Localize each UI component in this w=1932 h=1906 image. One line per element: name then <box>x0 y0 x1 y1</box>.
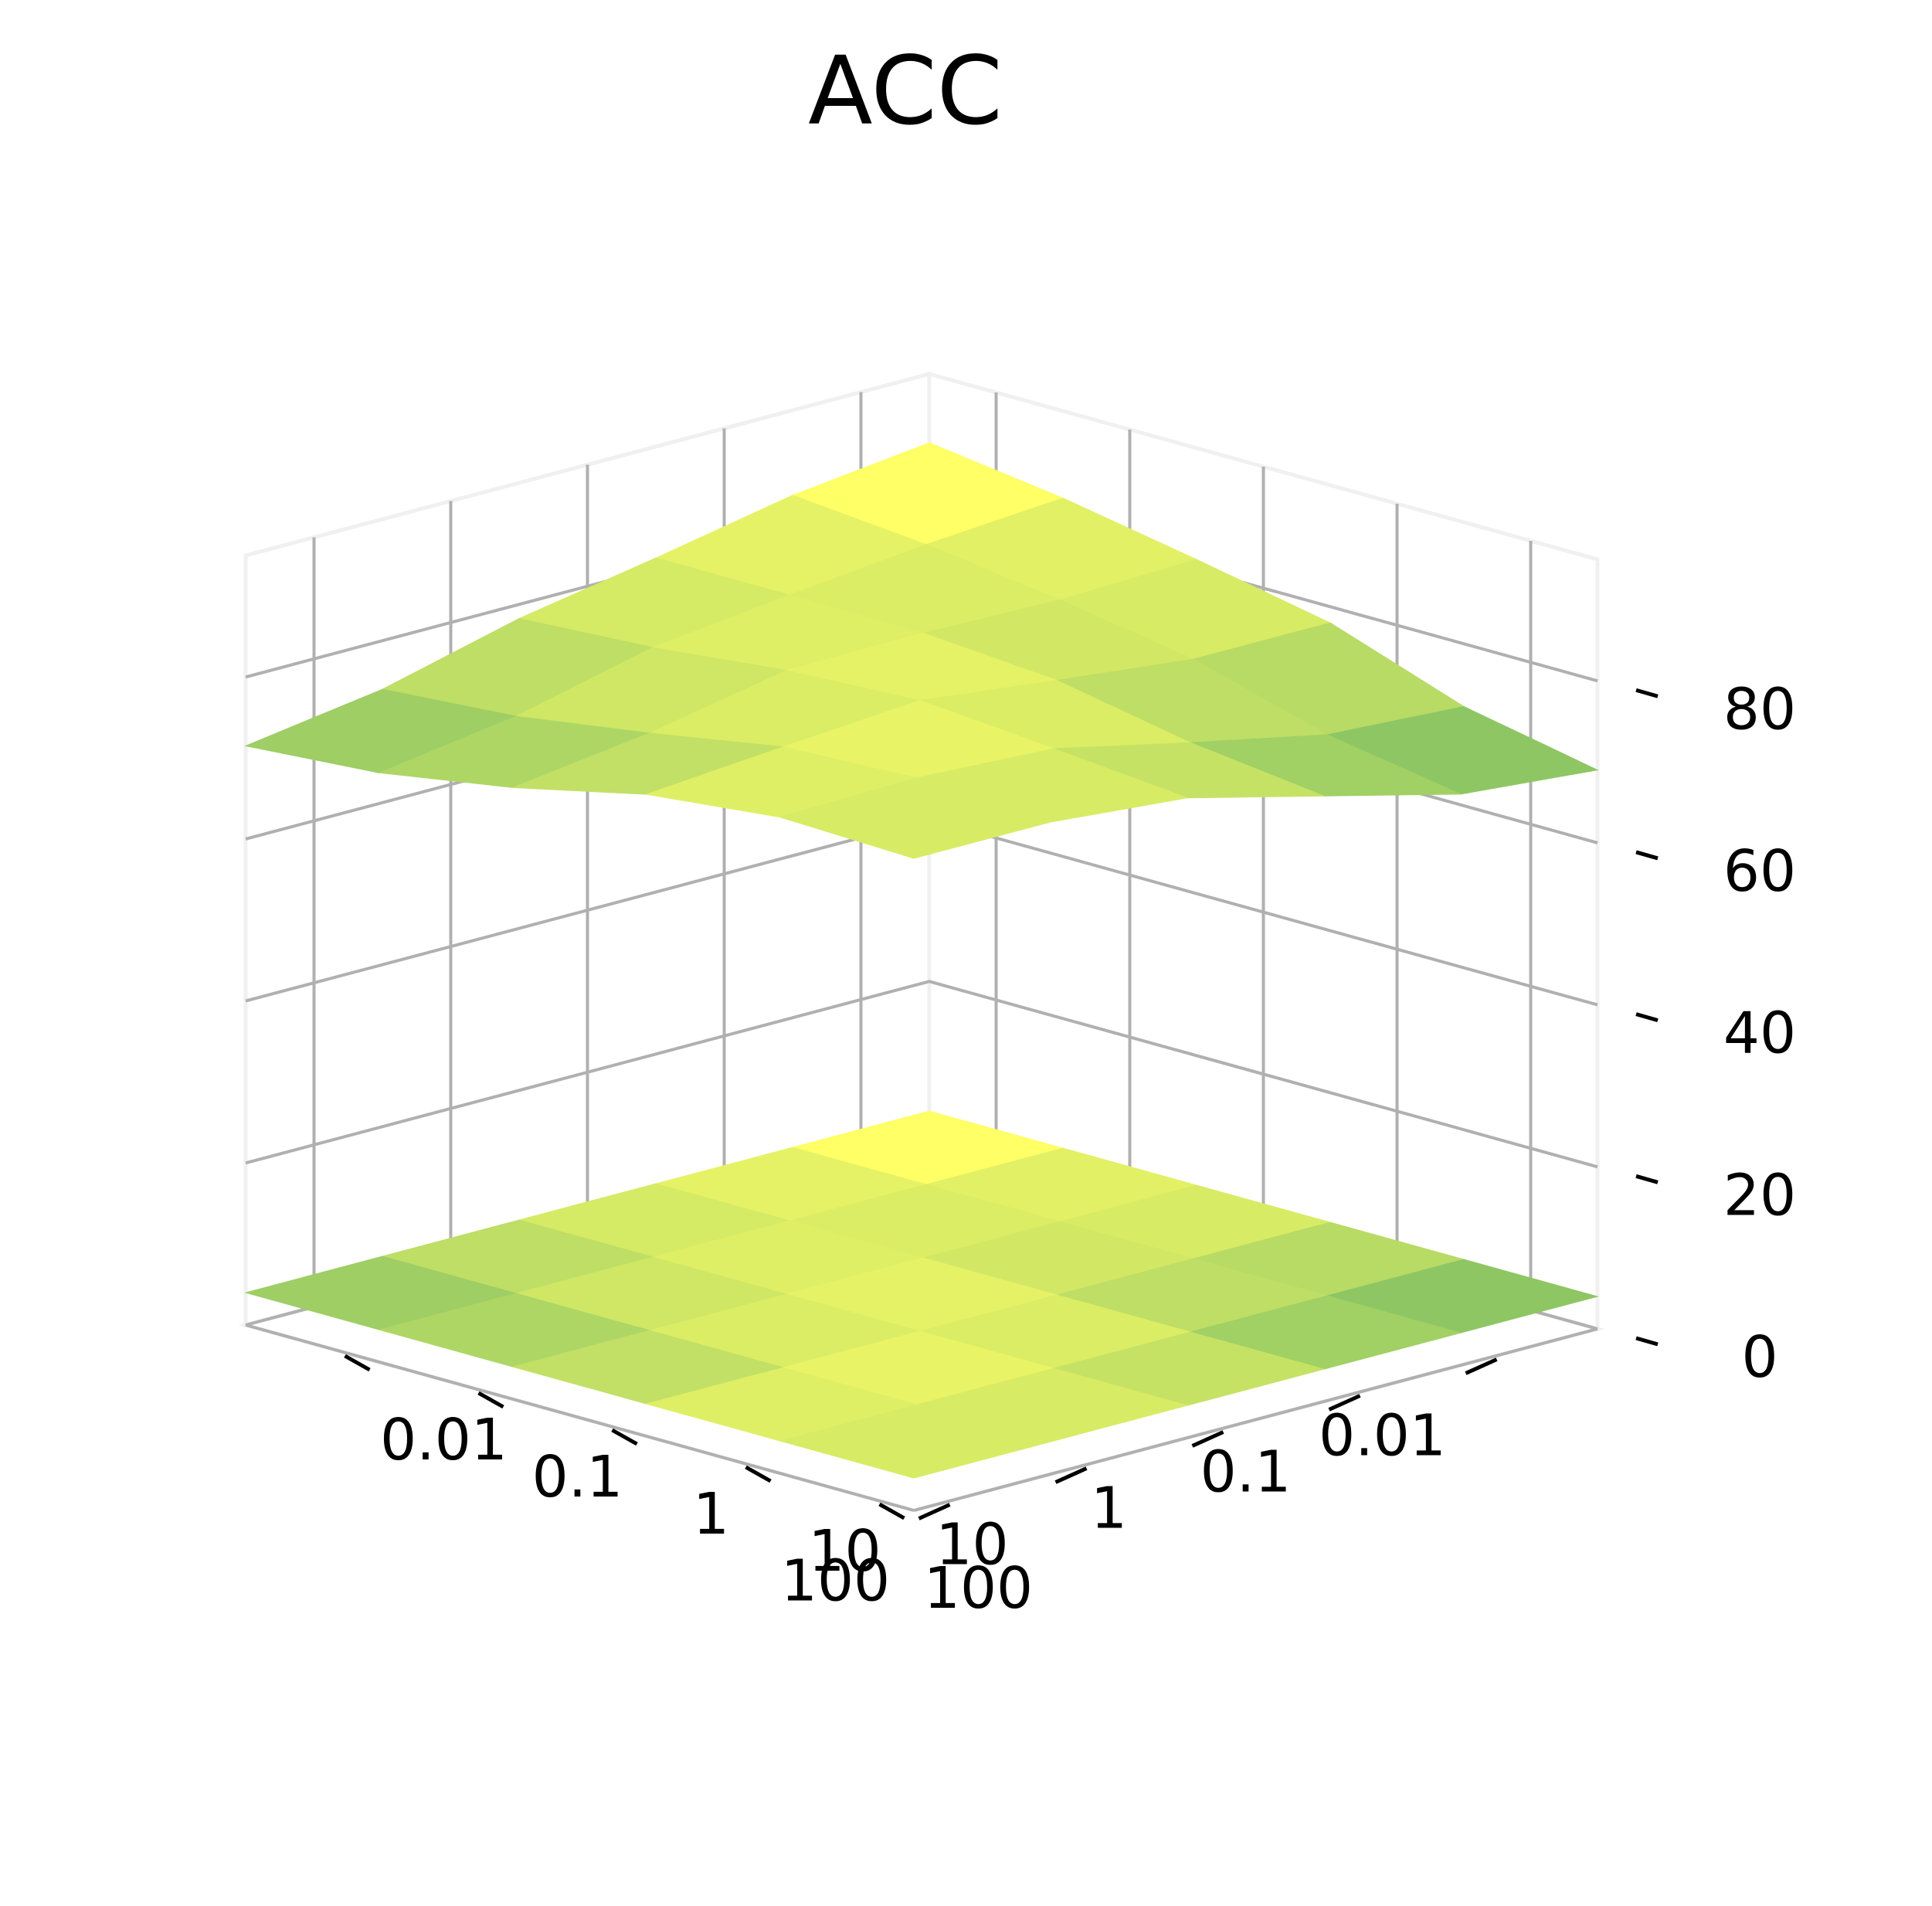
y-tick-4 <box>878 1502 905 1520</box>
floor-contour <box>244 1110 1599 1479</box>
x-tick-label-3: 10 <box>935 1512 1008 1578</box>
y-tick-label-3: 10 <box>808 1518 881 1585</box>
x-tick-label-2: 1 <box>1091 1476 1127 1542</box>
y-tick-label-1: 0.1 <box>532 1444 623 1510</box>
z-tick-1 <box>1635 1174 1659 1184</box>
z-tick-label-4: 80 <box>1723 676 1796 742</box>
z-tick-label-3: 60 <box>1723 838 1796 905</box>
x-tick-0 <box>1465 1357 1498 1375</box>
y-tick-label-4: 100 <box>924 1555 1033 1622</box>
x-tick-label-4: 100 <box>781 1548 890 1615</box>
contour-cell-4-4 <box>779 1404 1052 1479</box>
tick-marks <box>344 688 1659 1520</box>
chart-title: ACC <box>808 36 1003 146</box>
x-tick-3 <box>1054 1466 1088 1484</box>
z-tick-0 <box>1635 1336 1659 1347</box>
z-tick-label-1: 20 <box>1723 1162 1796 1228</box>
z-tick-label-2: 40 <box>1723 1001 1796 1067</box>
floor-edge-right <box>913 1327 1598 1512</box>
z-tick-2 <box>1635 1012 1659 1023</box>
y-tick-1 <box>477 1391 504 1409</box>
x-tick-label-1: 0.1 <box>1200 1439 1292 1506</box>
floor-edge-left <box>245 1323 915 1512</box>
y-tick-2 <box>611 1428 638 1446</box>
surface-cell-4-4 <box>779 777 1052 859</box>
z-tick-4 <box>1635 688 1659 698</box>
surface <box>244 442 1599 859</box>
z-tick-label-0: 0 <box>1741 1324 1778 1391</box>
z-tick-3 <box>1635 850 1659 861</box>
y-tick-0 <box>344 1354 371 1372</box>
y-tick-label-0: 0.01 <box>380 1407 508 1473</box>
y-tick-3 <box>745 1465 772 1483</box>
y-tick-label-2: 1 <box>693 1481 729 1548</box>
x-tick-4 <box>918 1503 951 1520</box>
x-tick-2 <box>1191 1430 1224 1448</box>
x-tick-label-0: 0.01 <box>1319 1403 1446 1469</box>
x-tick-1 <box>1328 1394 1361 1412</box>
grid-z-1 <box>245 980 1598 1169</box>
